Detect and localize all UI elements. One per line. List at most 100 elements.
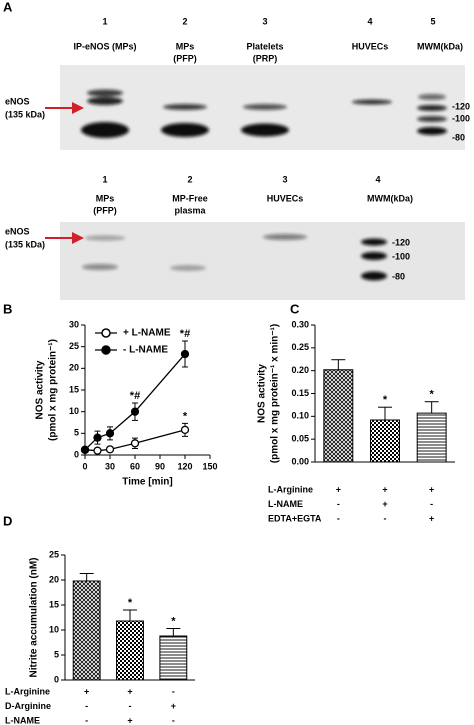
lane-label: (PFP) [93, 205, 117, 215]
bar [323, 369, 354, 463]
treatment-label: EDTA+EGTA [268, 513, 322, 523]
treatment-label: L-NAME [268, 499, 303, 509]
y-tick-label: 15 [49, 599, 59, 609]
legend-label: + L-NAME [123, 328, 171, 339]
lane-label: HUVECs [267, 193, 304, 203]
treatment-sign: + [429, 513, 434, 523]
x-tick-label: 150 [202, 461, 217, 471]
treatment-sign: + [429, 484, 434, 494]
data-point [180, 425, 190, 435]
y-tick-label: 20 [49, 574, 59, 584]
treatment-sign: + [127, 715, 132, 725]
mw-marker: -80 [452, 132, 465, 142]
y-axis-label: NOS activity [257, 364, 268, 423]
lane-label: (PRP) [253, 53, 278, 63]
data-point [80, 445, 90, 454]
lane-number: 5 [430, 16, 435, 26]
lane-number: 4 [375, 174, 380, 184]
treatment-sign: + [336, 484, 341, 494]
x-tick-label: 0 [82, 461, 87, 471]
lane-label: IP-eNOS (MPs) [73, 41, 136, 51]
lane-label: MWM(kDa) [367, 193, 413, 203]
y-tick-label: 0.30 [291, 319, 309, 329]
lane-number: 3 [282, 174, 287, 184]
treatment-sign: + [382, 499, 387, 509]
data-point [130, 439, 140, 448]
panel-letter: B [3, 301, 12, 316]
y-tick-label: 0 [74, 449, 79, 459]
lane-label: MPs [96, 193, 115, 203]
treatment-sign: + [171, 701, 176, 711]
lane-label: plasma [174, 205, 206, 215]
mw-marker: -100 [452, 113, 470, 123]
treatment-sign: - [337, 499, 340, 509]
y-tick-label: 20 [69, 363, 79, 373]
mw-marker: -80 [392, 271, 405, 281]
x-tick-label: 60 [130, 461, 140, 471]
treatment-sign: - [384, 513, 387, 523]
target-label: eNOS [5, 96, 30, 106]
y-axis-label: (pmol x mg protein⁻¹ x min⁻¹) [270, 324, 281, 463]
legend-marker [101, 328, 111, 338]
target-label: eNOS [5, 226, 30, 236]
treatment-sign: - [172, 715, 175, 725]
lane-number: 1 [102, 16, 107, 26]
treatment-sign: - [85, 701, 88, 711]
annotation: * [183, 410, 188, 422]
panel-letter: A [3, 0, 13, 14]
lane-number: 4 [367, 16, 372, 26]
panel-letter: D [3, 513, 12, 528]
lane-label: MPs [176, 41, 195, 51]
data-point [105, 445, 115, 454]
annotation: * [128, 597, 133, 609]
lane-label: MP-Free [172, 193, 208, 203]
annotation: * [171, 615, 176, 627]
y-tick-label: 10 [49, 624, 59, 634]
data-point [105, 429, 115, 438]
y-tick-label: 0 [54, 674, 59, 684]
bar [159, 635, 188, 681]
bar [416, 412, 447, 463]
treatment-label: D-Arginine [5, 701, 51, 711]
panel-letter: C [290, 301, 300, 316]
treatment-sign: + [84, 686, 89, 696]
annotation: * [430, 389, 435, 401]
y-tick-label: 5 [54, 649, 59, 659]
y-tick-label: 25 [49, 549, 59, 559]
bar [116, 620, 144, 681]
y-axis-label: (pmol x mg protein⁻¹) [48, 339, 59, 441]
legend-label: - L-NAME [123, 345, 168, 356]
lane-number: 3 [262, 16, 267, 26]
treatment-label: L-Arginine [268, 484, 313, 494]
y-tick-label: 0.05 [291, 434, 309, 444]
y-tick-label: 10 [69, 406, 79, 416]
lane-label: MWM(kDa) [417, 41, 463, 51]
treatment-sign: - [430, 499, 433, 509]
lane-label: Platelets [246, 41, 283, 51]
data-point [93, 446, 102, 455]
y-tick-label: 25 [69, 341, 79, 351]
blot-2 [60, 222, 465, 300]
treatment-sign: - [172, 686, 175, 696]
treatment-label: L-Arginine [5, 686, 50, 696]
x-tick-label: 90 [155, 461, 165, 471]
legend-marker [101, 345, 111, 355]
data-point [130, 407, 140, 416]
treatment-sign: - [85, 715, 88, 725]
target-label: (135 kDa) [5, 109, 45, 119]
y-tick-label: 0.25 [291, 342, 309, 352]
y-tick-label: 0.15 [291, 388, 309, 398]
y-tick-label: 0.10 [291, 411, 309, 421]
annotation: *# [130, 390, 140, 402]
mw-marker: -100 [392, 251, 410, 261]
bar [72, 580, 101, 681]
blot-2-bands [82, 234, 387, 281]
y-tick-label: 15 [69, 384, 79, 394]
mw-marker: -120 [452, 101, 470, 111]
data-point [93, 433, 102, 442]
x-axis-label: Time [min] [122, 477, 172, 488]
y-tick-label: 0.00 [291, 456, 309, 466]
blot-1-bands [81, 89, 447, 138]
y-tick-label: 30 [69, 319, 79, 329]
